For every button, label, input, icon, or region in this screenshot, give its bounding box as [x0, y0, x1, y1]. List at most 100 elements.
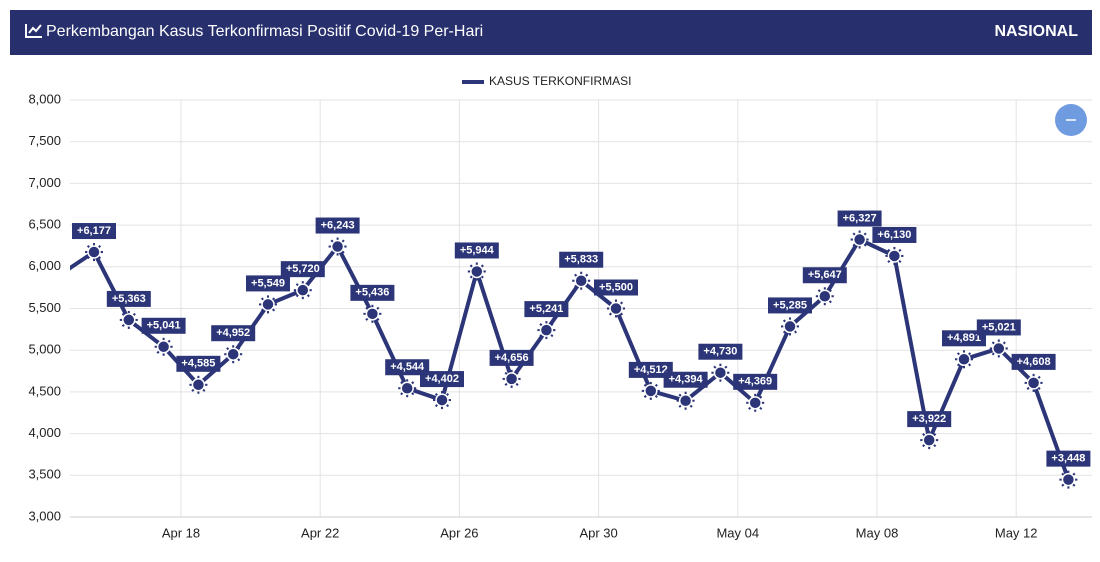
virus-marker [433, 391, 451, 410]
zoom-button[interactable] [1055, 104, 1087, 136]
marker-body [1026, 376, 1041, 390]
header-bar [10, 10, 1092, 55]
virus-marker [920, 431, 939, 450]
value-label-box [489, 349, 534, 366]
marker-body [644, 384, 658, 398]
value-label-box [594, 279, 638, 296]
plot-area: +6,177 +5,363 +5,041 +4,585 +4,952 +5,549+5,7… [53, 210, 1091, 489]
value-label-box [698, 343, 743, 360]
value-label: +6,130 [877, 229, 911, 241]
value-label-box [559, 251, 604, 268]
marker-body [296, 283, 310, 297]
x-tick-label: May 04 [716, 525, 759, 540]
marker-body [261, 297, 275, 312]
value-label-box [72, 223, 116, 240]
marker-body [783, 319, 797, 334]
value-label-box [976, 319, 1021, 336]
value-label: +4,512 [634, 364, 668, 376]
marker-body [539, 323, 554, 337]
virus-marker [1024, 373, 1043, 392]
y-tick-label: 8,000 [28, 91, 61, 106]
marker-body [87, 245, 101, 259]
value-label: +4,730 [703, 346, 737, 358]
marker-body [678, 393, 693, 408]
value-label: +4,656 [495, 352, 529, 364]
value-label-box [872, 226, 917, 243]
virus-marker [955, 350, 973, 369]
value-label: +6,243 [321, 219, 355, 231]
value-label: +3,448 [1051, 453, 1085, 465]
value-label-box [1046, 450, 1091, 467]
value-label: +4,369 [738, 376, 772, 388]
value-label-box [420, 371, 464, 388]
virus-marker [781, 317, 799, 336]
value-label: +5,549 [251, 277, 285, 289]
marker-body [330, 239, 345, 254]
y-tick-label: 7,000 [28, 175, 61, 190]
value-label: +4,952 [216, 327, 250, 339]
y-tick-label: 3,500 [28, 467, 61, 482]
virus-marker [572, 271, 591, 290]
value-label: +4,585 [181, 358, 215, 370]
x-tick-label: May 08 [856, 525, 899, 540]
value-label: +5,285 [773, 299, 807, 311]
value-label-box [942, 330, 986, 347]
y-tick-label: 7,500 [28, 133, 61, 148]
value-label-box [1011, 353, 1056, 370]
virus-marker [467, 262, 486, 281]
virus-marker [259, 295, 277, 314]
value-label: +4,394 [669, 374, 704, 386]
virus-marker [224, 345, 243, 364]
value-label-box [837, 210, 882, 227]
virus-marker [85, 243, 103, 262]
virus-marker [537, 321, 556, 340]
value-label-box [733, 373, 778, 390]
y-tick-label: 4,000 [28, 425, 61, 440]
marker-body [470, 264, 484, 279]
y-tick-label: 5,000 [28, 342, 61, 357]
value-label: +6,327 [843, 212, 877, 224]
value-label: +3,922 [912, 413, 946, 425]
legend-label: KASUS TERKONFIRMASI [489, 74, 631, 88]
marker-body [818, 289, 832, 303]
marker-body [122, 313, 136, 327]
value-label: +5,363 [112, 293, 146, 305]
header-title: Perkembangan Kasus Terkonfirmasi Positif… [46, 23, 483, 40]
value-label: +5,436 [355, 287, 389, 299]
value-label-box [246, 275, 290, 292]
marker-body [226, 347, 240, 361]
value-label-box [211, 325, 256, 342]
y-tick-label: 6,500 [28, 217, 61, 232]
virus-marker [885, 246, 904, 265]
value-label: +5,021 [982, 321, 1016, 333]
value-label: +5,647 [808, 269, 842, 281]
x-tick-label: Apr 18 [162, 525, 200, 540]
value-label-box [768, 297, 812, 314]
value-label-box [454, 242, 499, 259]
y-tick-label: 6,000 [28, 258, 61, 273]
value-label: +5,041 [147, 320, 181, 332]
marker-spike [53, 275, 59, 281]
y-tick-label: 5,500 [28, 300, 61, 315]
marker-body [400, 381, 414, 395]
value-label-box [385, 359, 430, 376]
marker-body [156, 340, 171, 354]
marker-body [191, 378, 206, 392]
value-label-box [907, 411, 952, 428]
virus-marker [850, 230, 869, 249]
value-label: +4,891 [947, 332, 981, 344]
virus-marker [676, 391, 695, 410]
virus-marker [293, 281, 312, 300]
marker-body [887, 249, 902, 263]
value-label-box [141, 317, 186, 334]
virus-marker [398, 379, 417, 398]
marker-body [992, 341, 1006, 356]
value-label: +4,402 [425, 373, 459, 385]
virus-marker [154, 337, 173, 356]
header-scope: NASIONAL [994, 23, 1078, 40]
value-label-box [524, 301, 569, 318]
value-label: +4,544 [390, 361, 425, 373]
value-label: +5,500 [599, 281, 633, 293]
value-label-box [350, 284, 395, 301]
